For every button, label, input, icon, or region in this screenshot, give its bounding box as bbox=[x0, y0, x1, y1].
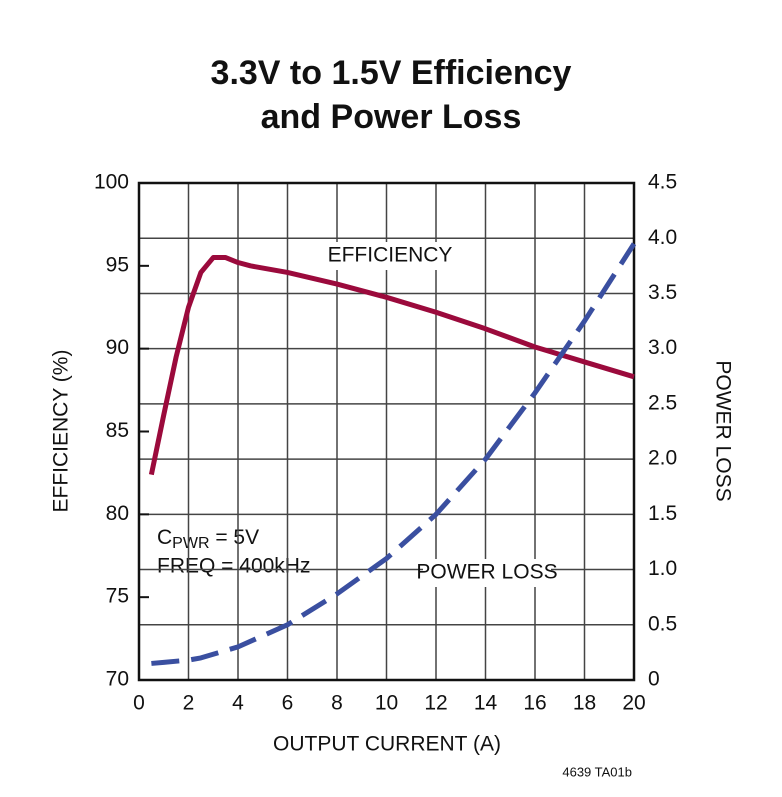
x-tick-label: 2 bbox=[183, 692, 195, 715]
x-tick-label: 8 bbox=[331, 692, 343, 715]
y-tick-label: 75 bbox=[106, 585, 129, 608]
y-tick-label: 80 bbox=[106, 502, 129, 525]
x-tick-label: 20 bbox=[622, 692, 645, 715]
x-tick-label: 0 bbox=[133, 692, 145, 715]
y2-tick-label: 2.5 bbox=[648, 391, 677, 414]
y2-tick-label: 3.5 bbox=[648, 281, 677, 304]
x-tick-label: 10 bbox=[375, 692, 398, 715]
x-tick-label: 6 bbox=[282, 692, 294, 715]
x-axis-label: OUTPUT CURRENT (A) bbox=[273, 733, 501, 756]
chart-title: 3.3V to 1.5V Efficiency bbox=[211, 54, 572, 92]
chart-title: and Power Loss bbox=[261, 98, 522, 136]
annotation: = 5V bbox=[210, 526, 260, 549]
y-tick-label: 90 bbox=[106, 336, 129, 359]
annotation: PWR bbox=[172, 535, 209, 552]
x-tick-label: 12 bbox=[424, 692, 447, 715]
series-label: EFFICIENCY bbox=[328, 244, 453, 267]
annotation: C bbox=[157, 526, 172, 549]
y2-tick-label: 4.0 bbox=[648, 226, 677, 249]
annotation: FREQ = 400kHz bbox=[157, 555, 310, 578]
y-tick-label: 85 bbox=[106, 419, 129, 442]
y-axis-label: EFFICIENCY (%) bbox=[50, 350, 73, 513]
label-background bbox=[423, 559, 551, 587]
series-label: POWER LOSS bbox=[416, 561, 557, 584]
y2-tick-label: 4.5 bbox=[648, 171, 677, 194]
y2-tick-label: 0.5 bbox=[648, 612, 677, 635]
y-tick-label: 95 bbox=[106, 253, 129, 276]
y2-tick-label: 1.0 bbox=[648, 557, 677, 580]
label-background bbox=[326, 242, 454, 270]
y2-tick-label: 3.0 bbox=[648, 336, 677, 359]
x-tick-label: 14 bbox=[474, 692, 498, 715]
y-tick-label: 70 bbox=[106, 668, 129, 691]
x-tick-label: 4 bbox=[232, 692, 244, 715]
footnote: 4639 TA01b bbox=[562, 764, 632, 779]
x-tick-label: 16 bbox=[523, 692, 546, 715]
y2-tick-label: 1.5 bbox=[648, 502, 677, 525]
y-tick-label: 100 bbox=[94, 171, 129, 194]
y2-axis-label: POWER LOSS bbox=[711, 360, 734, 501]
data-line bbox=[148, 255, 635, 476]
plot-frame bbox=[137, 181, 636, 682]
annotation: CPWR = 5V bbox=[157, 526, 259, 553]
y2-tick-label: 0 bbox=[648, 668, 660, 691]
data-line bbox=[151, 242, 637, 666]
y2-tick-label: 2.0 bbox=[648, 447, 677, 470]
x-tick-label: 18 bbox=[573, 692, 596, 715]
